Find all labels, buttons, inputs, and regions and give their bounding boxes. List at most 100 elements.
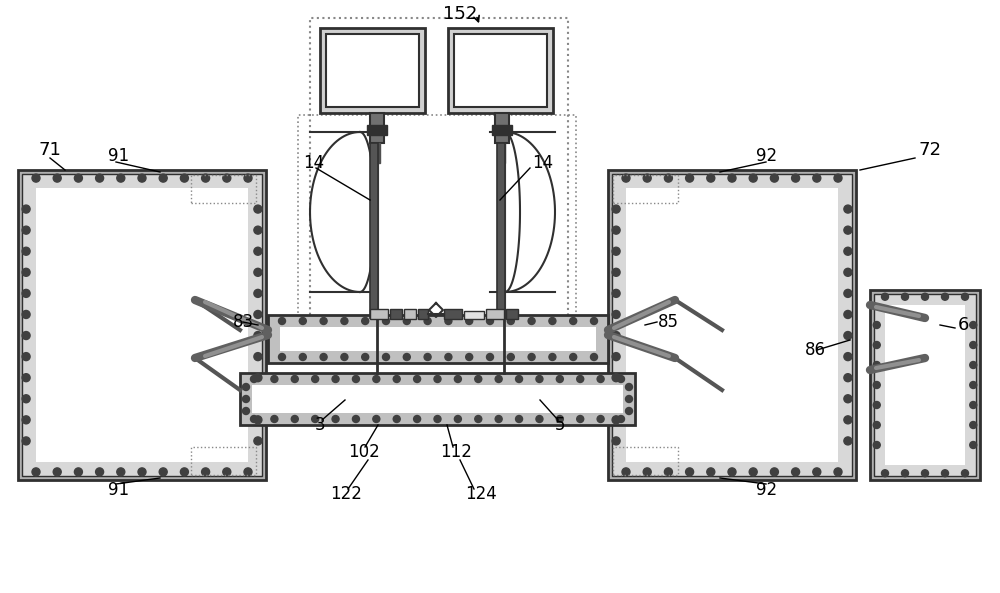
Text: 152: 152: [443, 5, 477, 23]
Circle shape: [466, 317, 473, 324]
Circle shape: [844, 268, 852, 276]
Circle shape: [844, 437, 852, 445]
Circle shape: [138, 468, 146, 476]
Circle shape: [749, 174, 757, 182]
Text: 91: 91: [108, 481, 129, 499]
Bar: [404, 309, 416, 319]
Circle shape: [622, 174, 630, 182]
Text: 72: 72: [918, 141, 941, 159]
Circle shape: [244, 468, 252, 476]
Circle shape: [382, 353, 390, 361]
Circle shape: [445, 317, 452, 324]
Circle shape: [942, 470, 948, 477]
Circle shape: [597, 375, 604, 382]
Circle shape: [434, 416, 441, 422]
Text: 92: 92: [756, 147, 777, 165]
Circle shape: [549, 317, 556, 324]
Circle shape: [834, 468, 842, 476]
Circle shape: [320, 353, 327, 361]
Circle shape: [74, 174, 82, 182]
Bar: [608, 170, 856, 480]
Circle shape: [22, 331, 30, 340]
Text: 112: 112: [440, 443, 472, 461]
Circle shape: [749, 468, 757, 476]
Circle shape: [362, 353, 369, 361]
Circle shape: [970, 362, 977, 368]
Circle shape: [254, 205, 262, 213]
Circle shape: [612, 205, 620, 213]
Circle shape: [332, 375, 339, 382]
Circle shape: [223, 174, 231, 182]
Bar: [18, 170, 266, 480]
Circle shape: [882, 470, 889, 477]
Circle shape: [970, 321, 977, 329]
Circle shape: [612, 268, 620, 276]
Bar: [464, 311, 484, 319]
Circle shape: [686, 174, 694, 182]
Circle shape: [728, 468, 736, 476]
Text: 14: 14: [532, 154, 553, 172]
Bar: [280, 327, 596, 351]
Circle shape: [22, 247, 30, 255]
Circle shape: [22, 374, 30, 382]
Text: 14: 14: [303, 154, 324, 172]
Bar: [367, 125, 387, 135]
Circle shape: [902, 294, 908, 300]
Circle shape: [536, 416, 543, 422]
Circle shape: [244, 174, 252, 182]
Circle shape: [813, 174, 821, 182]
Circle shape: [445, 353, 452, 361]
Circle shape: [612, 437, 620, 445]
Circle shape: [254, 247, 262, 255]
Circle shape: [970, 381, 977, 388]
Circle shape: [970, 442, 977, 448]
Text: 124: 124: [465, 485, 497, 503]
Circle shape: [664, 174, 672, 182]
Circle shape: [844, 374, 852, 382]
Circle shape: [403, 317, 410, 324]
Circle shape: [159, 468, 167, 476]
Circle shape: [22, 311, 30, 318]
Circle shape: [873, 401, 880, 409]
Circle shape: [556, 375, 563, 382]
Circle shape: [278, 317, 286, 324]
Circle shape: [74, 468, 82, 476]
Circle shape: [424, 317, 431, 324]
Circle shape: [792, 468, 800, 476]
Bar: [499, 143, 505, 163]
Circle shape: [618, 375, 624, 382]
Bar: [390, 309, 402, 319]
Circle shape: [612, 226, 620, 234]
Circle shape: [844, 331, 852, 340]
Circle shape: [873, 321, 880, 329]
Circle shape: [612, 374, 620, 382]
Circle shape: [590, 317, 598, 324]
Circle shape: [486, 317, 494, 324]
Circle shape: [254, 374, 262, 382]
Bar: [370, 143, 378, 318]
Text: 85: 85: [658, 313, 679, 331]
Bar: [191, 175, 256, 203]
Circle shape: [970, 401, 977, 409]
Circle shape: [612, 311, 620, 318]
Circle shape: [549, 353, 556, 361]
Circle shape: [466, 353, 473, 361]
Circle shape: [22, 416, 30, 424]
Circle shape: [362, 317, 369, 324]
Circle shape: [254, 331, 262, 340]
Circle shape: [250, 375, 258, 382]
Circle shape: [320, 317, 327, 324]
Circle shape: [626, 396, 633, 403]
Circle shape: [254, 353, 262, 361]
Circle shape: [254, 416, 262, 424]
Circle shape: [612, 331, 620, 340]
Text: 122: 122: [330, 485, 362, 503]
Circle shape: [507, 353, 514, 361]
Bar: [326, 34, 419, 107]
Bar: [506, 309, 518, 319]
Circle shape: [528, 353, 535, 361]
Circle shape: [962, 470, 968, 477]
Text: 5: 5: [555, 416, 566, 434]
Circle shape: [577, 375, 584, 382]
Circle shape: [686, 468, 694, 476]
